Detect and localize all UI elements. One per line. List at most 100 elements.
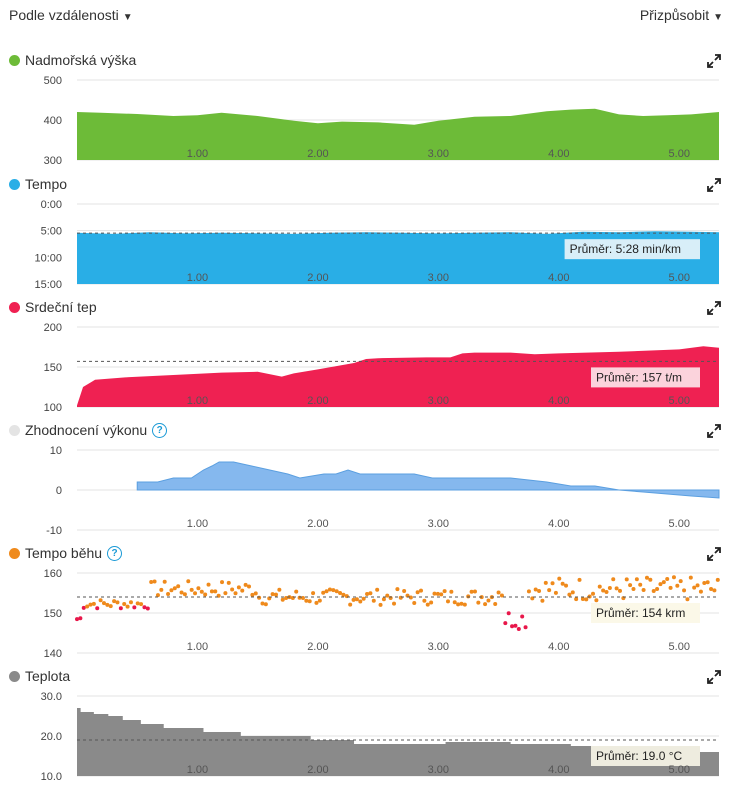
data-point	[169, 588, 174, 593]
help-icon[interactable]: ?	[152, 422, 168, 438]
data-point	[456, 602, 461, 607]
expand-icon[interactable]	[707, 670, 721, 684]
data-point	[354, 597, 359, 602]
data-point	[253, 591, 258, 596]
data-point	[584, 597, 589, 602]
data-point	[557, 576, 562, 581]
x-tick-label: 1.00	[187, 764, 208, 776]
chart-panel: Tempo běhu? 160 150 140 Průměr: 154 krm 1.00 2…	[0, 543, 735, 663]
chart-title: Teplota	[9, 666, 70, 686]
expand-icon[interactable]	[707, 54, 721, 68]
data-point	[574, 597, 579, 602]
data-point	[452, 600, 457, 605]
data-point	[526, 589, 531, 594]
chart-svg: 30.0 20.0 10.0 Průměr: 19.0 °C 1.00 2.00 3.00 4…	[41, 691, 719, 783]
data-point	[513, 623, 518, 628]
data-point	[466, 594, 471, 599]
data-point	[439, 592, 444, 597]
expand-icon[interactable]	[707, 547, 721, 561]
y-tick-label: 400	[44, 115, 62, 127]
expand-icon[interactable]	[707, 424, 721, 438]
data-point	[682, 588, 687, 593]
data-point	[624, 577, 629, 582]
data-point	[432, 591, 437, 596]
data-point	[658, 582, 663, 587]
data-point	[294, 589, 299, 594]
x-tick-label: 1.00	[187, 518, 208, 530]
expand-icon[interactable]	[707, 178, 721, 192]
average-label: Průměr: 157 t/m	[596, 370, 682, 384]
data-point	[564, 583, 569, 588]
data-point	[476, 600, 481, 605]
data-point	[220, 580, 225, 585]
data-point	[429, 600, 434, 605]
average-label: Průměr: 19.0 °C	[596, 749, 682, 763]
data-point	[408, 595, 413, 600]
x-tick-label: 4.00	[548, 764, 569, 776]
y-tick-label: 15:00	[34, 279, 62, 291]
x-tick-label: 1.00	[187, 272, 208, 284]
data-point	[270, 592, 275, 597]
x-tick-label: 5.00	[669, 272, 690, 284]
chart-title: Srdeční tep	[9, 297, 97, 317]
x-tick-label: 4.00	[548, 272, 569, 284]
data-point	[128, 600, 133, 605]
data-point	[402, 589, 407, 594]
data-point	[122, 602, 127, 607]
data-point	[668, 585, 673, 590]
legend-dot	[9, 547, 20, 559]
data-point	[230, 587, 235, 592]
data-point	[472, 589, 477, 594]
average-label-box	[591, 603, 700, 623]
y-tick-label: 10.0	[41, 771, 62, 783]
data-point	[213, 589, 218, 594]
chevron-down-icon: ▼	[713, 12, 723, 23]
x-tick-label: 4.00	[548, 395, 569, 407]
data-point	[685, 597, 690, 602]
x-tick-label: 2.00	[307, 395, 328, 407]
data-point	[311, 591, 316, 596]
legend-dot	[9, 301, 20, 313]
average-label: Průměr: 5:28 min/km	[570, 242, 681, 256]
data-point	[425, 602, 430, 607]
data-point	[486, 598, 491, 603]
data-point	[671, 575, 676, 580]
series-area	[136, 461, 720, 499]
data-point	[462, 602, 467, 607]
data-point	[496, 590, 501, 595]
chart-title: Tempo běhu?	[9, 543, 123, 563]
data-point	[520, 614, 525, 619]
chart-panel: Teplota 30.0 20.0 10.0 Průměr: 19.0 °C 1.00 2.…	[0, 666, 735, 786]
data-point	[365, 592, 370, 597]
data-point	[321, 590, 326, 595]
data-point	[240, 588, 245, 593]
data-point	[375, 587, 380, 592]
chart-title: Zhodnocení výkonu?	[9, 420, 168, 440]
y-tick-label: 160	[44, 568, 62, 580]
data-point	[638, 582, 643, 587]
average-label-box	[591, 367, 700, 388]
y-tick-label: 0:00	[41, 199, 62, 211]
help-icon[interactable]: ?	[107, 545, 123, 561]
data-point	[209, 589, 214, 594]
data-point	[75, 617, 79, 622]
sort-dropdown[interactable]: Podle vzdálenosti ▼	[9, 7, 133, 23]
expand-icon[interactable]	[707, 301, 721, 315]
customize-dropdown[interactable]: Přizpůsobit ▼	[640, 7, 723, 23]
chart-svg: 200 150 100 Průměr: 157 t/m 1.00 2.00 3.00 4.00…	[44, 322, 719, 414]
x-tick-label: 2.00	[307, 148, 328, 160]
data-point	[506, 611, 511, 616]
data-point	[547, 588, 552, 593]
data-point	[678, 579, 683, 584]
x-tick-label: 4.00	[548, 148, 569, 160]
x-tick-label: 5.00	[669, 148, 690, 160]
data-point	[341, 592, 346, 597]
data-point	[206, 582, 211, 587]
x-tick-label: 3.00	[428, 395, 449, 407]
data-point	[628, 583, 633, 588]
y-tick-label: 150	[44, 608, 62, 620]
chart-title-label: Tempo	[25, 176, 68, 192]
data-point	[145, 606, 150, 611]
data-point	[203, 592, 208, 597]
data-point	[327, 587, 332, 592]
